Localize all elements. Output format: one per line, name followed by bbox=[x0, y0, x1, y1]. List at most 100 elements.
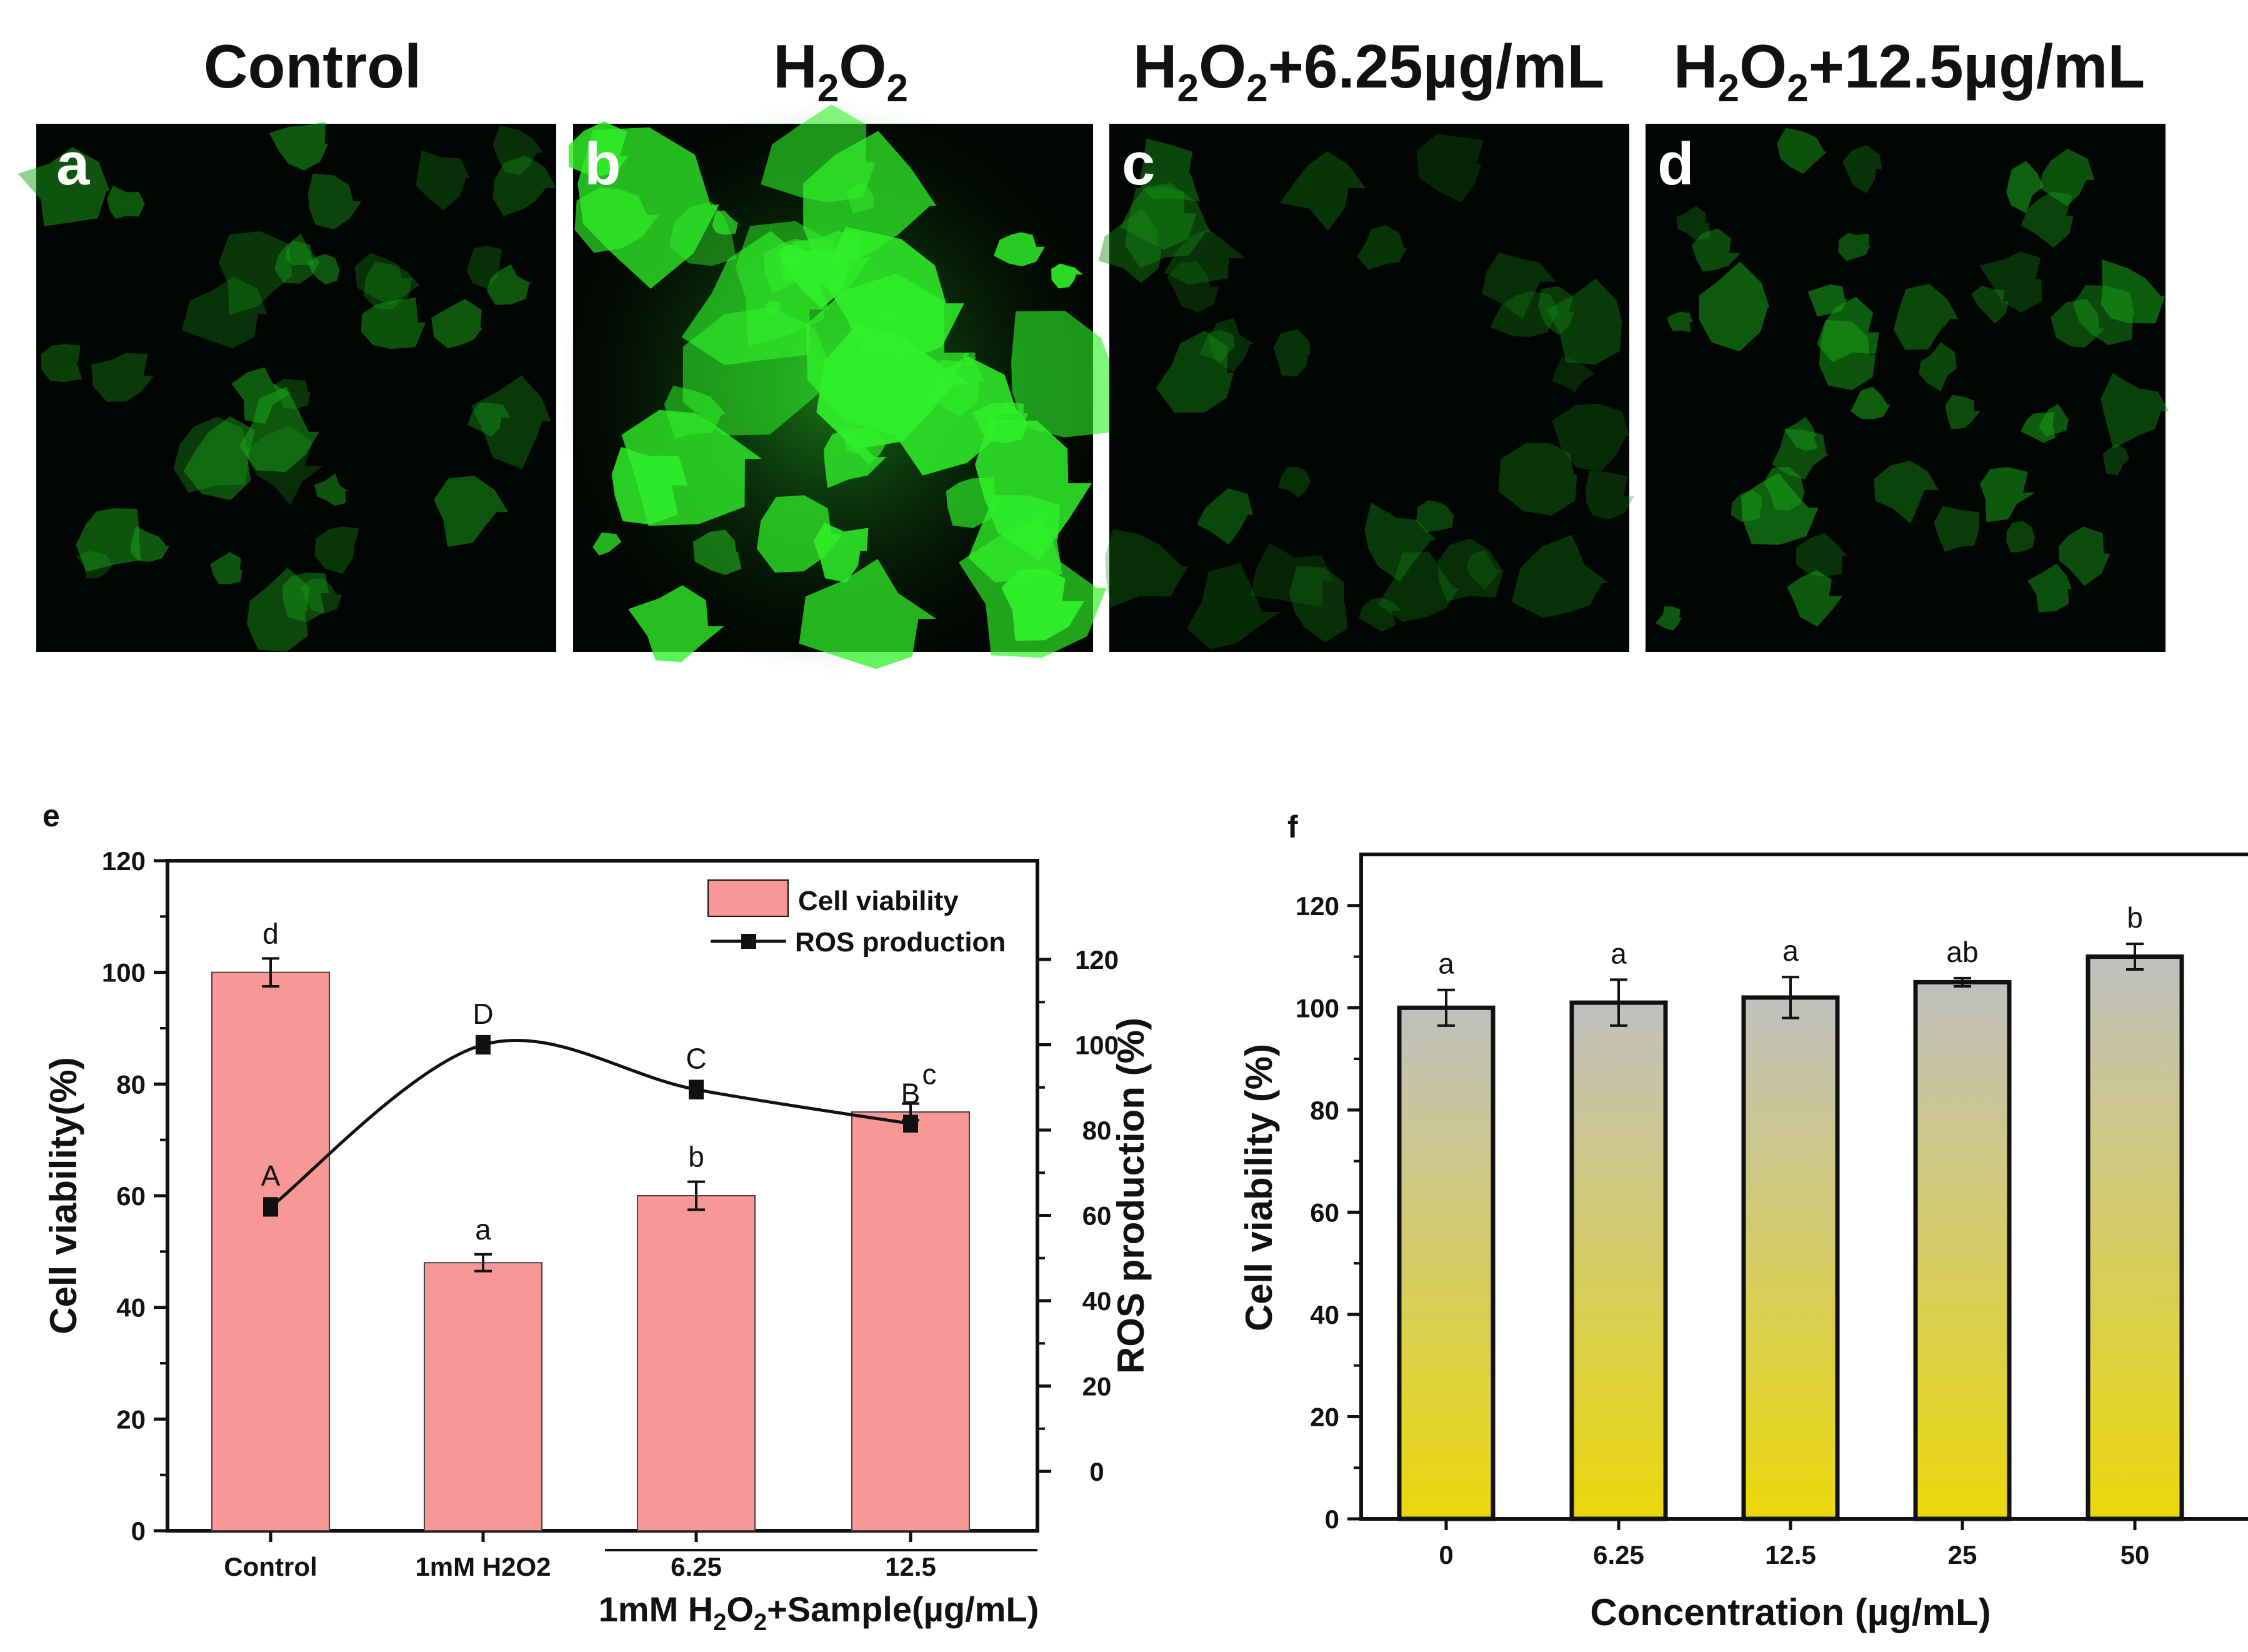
cell-blob bbox=[791, 231, 871, 298]
significance-letter-f: a bbox=[1782, 934, 1799, 967]
cell-blob bbox=[1199, 329, 1235, 363]
significance-letter-bar: a bbox=[475, 1213, 491, 1246]
cell-blob bbox=[1377, 551, 1459, 623]
cell-blob bbox=[1105, 529, 1189, 608]
y-tick-label-left: 20 bbox=[116, 1404, 146, 1434]
cell-blob bbox=[1893, 284, 1959, 350]
cell-blob bbox=[1552, 403, 1629, 473]
bar-cell-viability bbox=[424, 1262, 542, 1531]
cell-blob bbox=[246, 568, 310, 652]
cell-blob bbox=[1934, 506, 1979, 552]
cell-blob bbox=[91, 353, 154, 402]
x-tick-label: Control bbox=[224, 1552, 317, 1581]
cell-blob bbox=[1467, 549, 1501, 589]
title-control: Control bbox=[204, 32, 421, 101]
title-h2o2-high: H2O2+12.5µg/mL bbox=[1674, 32, 2146, 110]
x-tick-label-f: 0 bbox=[1439, 1540, 1453, 1569]
cell-blob bbox=[1357, 225, 1407, 270]
cell-blob bbox=[1796, 533, 1847, 577]
cell-blob bbox=[712, 210, 738, 235]
cell-blob bbox=[1279, 151, 1366, 231]
cell-blob bbox=[1586, 471, 1634, 520]
cell-blob bbox=[361, 297, 426, 349]
y-tick-label-f: 0 bbox=[1325, 1504, 1339, 1534]
cell-blob bbox=[816, 324, 971, 449]
cell-blob bbox=[1667, 311, 1693, 333]
panel-letter-d: d bbox=[1657, 131, 1694, 198]
y-tick-label-right: 60 bbox=[1082, 1201, 1112, 1231]
cell-blob bbox=[1139, 138, 1200, 202]
cell-blob bbox=[1416, 134, 1484, 203]
cell-blob bbox=[107, 185, 146, 219]
cell-blob bbox=[2039, 404, 2069, 437]
cell-blob bbox=[1156, 330, 1234, 413]
significance-letter-ros: A bbox=[261, 1159, 281, 1192]
significance-letter-ros: D bbox=[472, 998, 493, 1030]
legend-label-ros: ROS production bbox=[795, 927, 1006, 958]
group-label-e: 1mM H2O2+Sample(µg/mL) bbox=[599, 1589, 1039, 1636]
cell-blob bbox=[173, 416, 249, 493]
cell-blob bbox=[2021, 191, 2074, 248]
micrograph-b: b bbox=[558, 100, 1126, 675]
cell-blob bbox=[492, 155, 556, 216]
significance-letter-bar: d bbox=[262, 917, 279, 949]
legend-e: Cell viability ROS production bbox=[707, 879, 1006, 958]
cell-blob bbox=[628, 585, 724, 663]
significance-letter-bar: b bbox=[688, 1141, 704, 1173]
y-tick-label-f: 100 bbox=[1296, 993, 1339, 1023]
cell-blob bbox=[1498, 443, 1577, 516]
cell-blob bbox=[471, 375, 551, 469]
legend-marker-ros bbox=[741, 934, 756, 949]
cell-blob bbox=[76, 551, 114, 579]
cell-blob bbox=[130, 526, 169, 562]
x-tick-label-f: 50 bbox=[2121, 1540, 2150, 1569]
cell-blob bbox=[76, 508, 141, 572]
cell-blob bbox=[878, 307, 897, 322]
y-axis-label-f: Cell viability (%) bbox=[1238, 1044, 1280, 1331]
y-tick-label-right: 120 bbox=[1075, 945, 1119, 974]
cell-blob bbox=[1011, 311, 1126, 438]
x-axis-label-f: Concentration (µg/mL) bbox=[1590, 1591, 1991, 1633]
micrograph-d: d bbox=[1646, 124, 2169, 652]
cell-blob bbox=[1490, 291, 1560, 337]
cell-blob bbox=[1919, 342, 1959, 392]
y-tick-label-f: 80 bbox=[1310, 1096, 1339, 1125]
cell-blob bbox=[2051, 298, 2105, 348]
y-axis-label-right: ROS production (%) bbox=[1110, 1018, 1152, 1374]
ros-point bbox=[263, 1199, 278, 1214]
cell-blob bbox=[307, 173, 362, 229]
cell-blob bbox=[2006, 521, 2035, 553]
y-tick-label-f: 60 bbox=[1310, 1198, 1339, 1227]
cell-blob bbox=[1289, 566, 1348, 643]
y-tick-label-right: 100 bbox=[1075, 1031, 1119, 1060]
cell-blob bbox=[1819, 320, 1876, 391]
bar-concentration bbox=[1913, 979, 2012, 1521]
cell-blob bbox=[1692, 228, 1741, 272]
cell-blob bbox=[301, 578, 342, 614]
y-tick-label-left: 60 bbox=[116, 1181, 146, 1211]
cell-blob bbox=[1209, 318, 1255, 373]
cell-blob bbox=[1546, 278, 1623, 365]
panel-letter-a: a bbox=[56, 131, 90, 198]
x-tick-label: 6.25 bbox=[671, 1552, 722, 1581]
cell-blob bbox=[1273, 329, 1311, 376]
x-tick-label: 12.5 bbox=[885, 1552, 936, 1581]
significance-letter-ros: C bbox=[686, 1043, 706, 1075]
cell-blob bbox=[756, 495, 842, 573]
cell-blob bbox=[1971, 285, 2009, 324]
cell-blob bbox=[492, 126, 544, 176]
cell-blob bbox=[2101, 373, 2169, 449]
cell-blob bbox=[1001, 568, 1084, 641]
y-tick-label-left: 40 bbox=[116, 1293, 146, 1323]
panel-letter-c: c bbox=[1122, 131, 1155, 198]
cell-blob bbox=[1874, 460, 1939, 524]
panel-letter-e: e bbox=[42, 798, 60, 833]
y-tick-label-right: 40 bbox=[1082, 1286, 1112, 1316]
cell-blob bbox=[592, 532, 622, 556]
title-h2o2-low: H2O2+6.25µg/mL bbox=[1133, 32, 1605, 110]
x-tick-label-f: 25 bbox=[1948, 1540, 1977, 1569]
cell-blob bbox=[994, 232, 1045, 267]
y-tick-label-right: 20 bbox=[1082, 1372, 1112, 1401]
cell-blob bbox=[41, 344, 82, 383]
